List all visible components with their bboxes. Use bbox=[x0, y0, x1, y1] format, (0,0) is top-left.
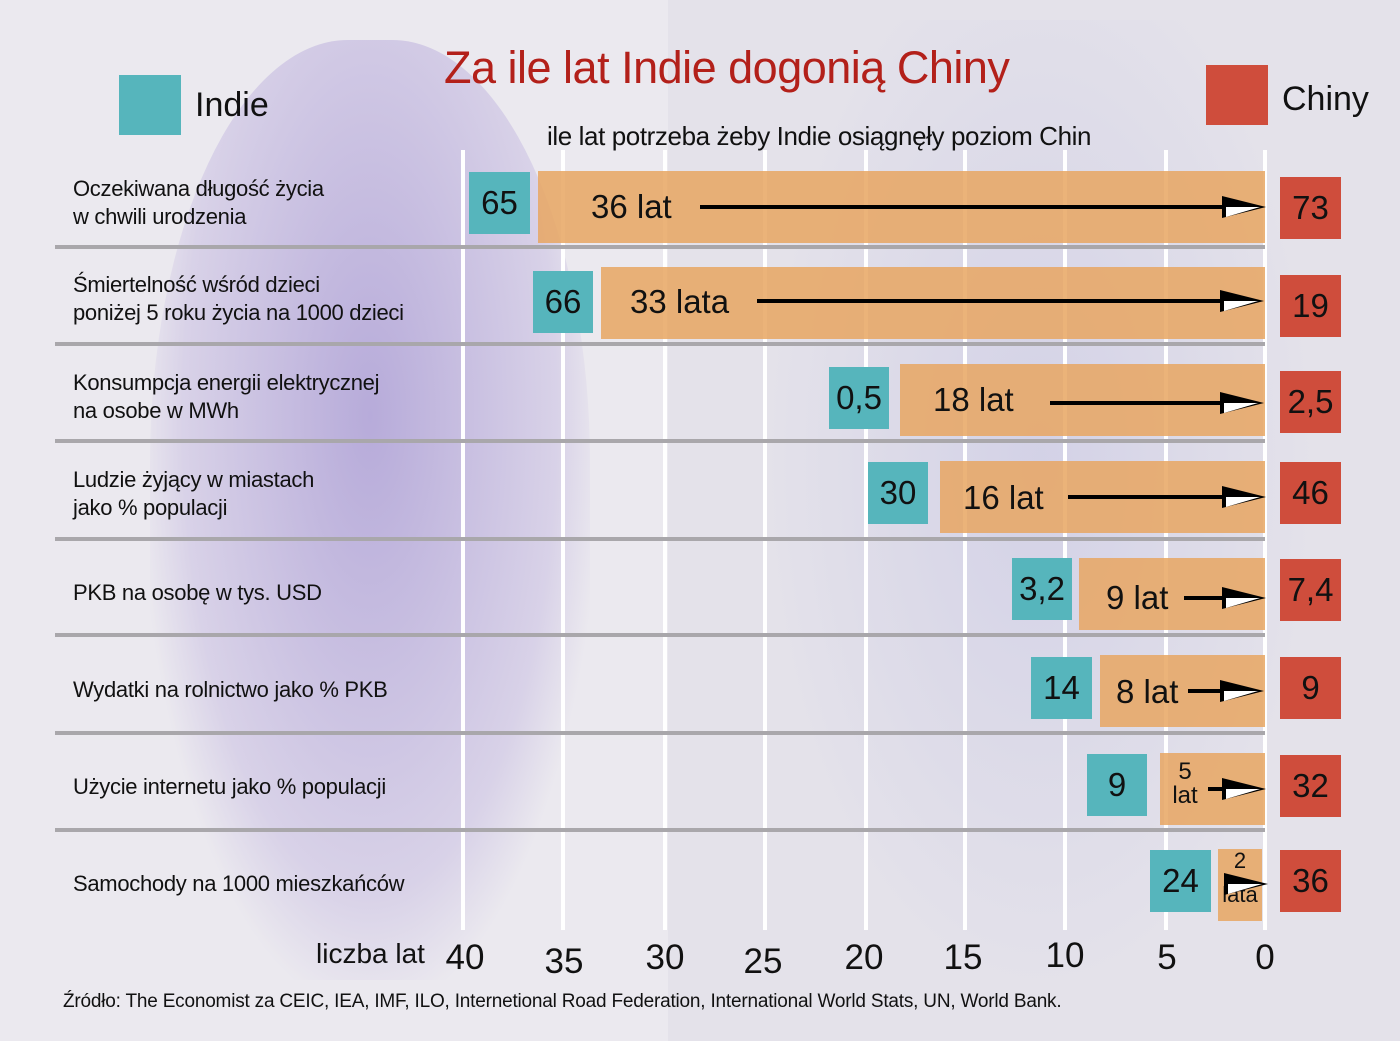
x-tick: 40 bbox=[445, 938, 485, 977]
row-label-line-1: Użycie internetu jako % populacji bbox=[73, 774, 386, 799]
arrow-head-icon bbox=[1220, 680, 1264, 702]
row-separator bbox=[55, 828, 1265, 832]
x-tick: 15 bbox=[943, 938, 983, 977]
row-label-line-1: PKB na osobę w tys. USD bbox=[73, 580, 322, 605]
india-value-box: 66 bbox=[533, 271, 593, 333]
row-separator bbox=[55, 633, 1265, 637]
gap-bar bbox=[601, 267, 1265, 339]
arrow-head-icon bbox=[1222, 778, 1266, 800]
row-label: PKB na osobę w tys. USD bbox=[73, 579, 322, 607]
row-label: Użycie internetu jako % populacji bbox=[73, 773, 386, 801]
china-value-box: 19 bbox=[1280, 275, 1341, 337]
row-separator bbox=[55, 439, 1265, 443]
row-label-line-1: Oczekiwana długość życia bbox=[73, 176, 324, 201]
china-value-box: 7,4 bbox=[1280, 559, 1341, 621]
row-separator bbox=[55, 731, 1265, 735]
arrow-head-icon bbox=[1224, 873, 1268, 895]
india-value-box: 3,2 bbox=[1012, 558, 1072, 620]
x-tick: 25 bbox=[743, 942, 783, 981]
india-value-box: 30 bbox=[868, 462, 928, 524]
india-value-box: 0,5 bbox=[829, 367, 889, 429]
india-value-box: 9 bbox=[1087, 754, 1147, 816]
gap-years-label: 16 lat bbox=[963, 479, 1044, 516]
arrow-shaft bbox=[700, 205, 1225, 209]
arrow-head-icon bbox=[1220, 290, 1264, 312]
x-tick: 35 bbox=[544, 942, 584, 981]
row-label: Wydatki na rolnictwo jako % PKB bbox=[73, 676, 388, 704]
arrow-shaft bbox=[1050, 401, 1222, 405]
china-value-box: 9 bbox=[1280, 657, 1341, 719]
china-value-box: 32 bbox=[1280, 755, 1341, 817]
row-label: Samochody na 1000 mieszkańców bbox=[73, 870, 405, 898]
india-value-box: 14 bbox=[1031, 657, 1092, 719]
gap-years-label: 36 lat bbox=[591, 188, 672, 225]
arrow-shaft bbox=[757, 299, 1223, 303]
legend-swatch-india bbox=[119, 75, 181, 135]
row-label-line-2: poniżej 5 roku życia na 1000 dzieci bbox=[73, 300, 404, 325]
row-label-line-2: w chwili urodzenia bbox=[73, 204, 247, 229]
gap-years-label: 8 lat bbox=[1116, 673, 1179, 710]
x-tick: 20 bbox=[844, 938, 884, 977]
arrow-head-icon bbox=[1222, 486, 1266, 508]
china-value-box: 73 bbox=[1280, 177, 1341, 239]
gap-bar bbox=[900, 364, 1265, 436]
china-value-box: 36 bbox=[1280, 850, 1341, 912]
arrow-head-icon bbox=[1222, 587, 1266, 609]
gap-years-label: 9 lat bbox=[1106, 579, 1169, 616]
legend-swatch-china bbox=[1206, 65, 1268, 125]
arrow-shaft bbox=[1184, 596, 1224, 600]
arrow-shaft bbox=[1208, 787, 1223, 791]
row-label-line-1: Śmiertelność wśród dzieci bbox=[73, 272, 320, 297]
x-tick: 0 bbox=[1255, 938, 1275, 977]
india-value-box: 65 bbox=[469, 172, 530, 234]
row-separator bbox=[55, 537, 1265, 541]
gap-years-label: 5 lat bbox=[1170, 760, 1200, 808]
x-tick: 5 bbox=[1157, 938, 1177, 977]
china-value-box: 46 bbox=[1280, 462, 1341, 524]
row-label: Konsumpcja energii elektrycznej na osobe… bbox=[73, 369, 380, 425]
x-axis-label: liczba lat bbox=[316, 938, 425, 969]
arrow-shaft bbox=[1068, 495, 1223, 499]
row-separator bbox=[55, 342, 1265, 346]
legend-label-china: Chiny bbox=[1282, 80, 1369, 118]
row-label-line-1: Konsumpcja energii elektrycznej bbox=[73, 370, 380, 395]
china-value-box: 2,5 bbox=[1280, 371, 1341, 433]
row-label-line-1: Ludzie żyjący w miastach bbox=[73, 467, 315, 492]
row-label: Śmiertelność wśród dzieci poniżej 5 roku… bbox=[73, 271, 404, 327]
legend-label-india: Indie bbox=[195, 86, 269, 124]
gap-years-label: 18 lat bbox=[933, 381, 1014, 418]
gridline-0 bbox=[1263, 150, 1267, 930]
india-value-box: 24 bbox=[1150, 850, 1211, 912]
arrow-head-icon bbox=[1220, 392, 1264, 414]
row-separator bbox=[55, 245, 1265, 249]
chart-subtitle: ile lat potrzeba żeby Indie osiągnęły po… bbox=[547, 121, 1092, 151]
x-tick: 10 bbox=[1045, 936, 1085, 975]
chart-title: Za ile lat Indie dogonią Chiny bbox=[444, 42, 1010, 93]
row-label-line-1: Wydatki na rolnictwo jako % PKB bbox=[73, 677, 388, 702]
arrow-shaft bbox=[1188, 689, 1223, 693]
source-note: Źródło: The Economist za CEIC, IEA, IMF,… bbox=[63, 991, 1062, 1012]
row-label-line-2: na osobe w MWh bbox=[73, 398, 239, 423]
row-label: Oczekiwana długość życia w chwili urodze… bbox=[73, 175, 324, 231]
row-label-line-2: jako % populacji bbox=[73, 495, 228, 520]
gap-years-label: 33 lata bbox=[630, 283, 730, 320]
row-label: Ludzie żyjący w miastach jako % populacj… bbox=[73, 466, 314, 522]
gap-years-number: 5 bbox=[1178, 758, 1192, 785]
gap-years-unit: lat bbox=[1172, 782, 1198, 809]
gap-years-number: 2 bbox=[1233, 848, 1247, 873]
x-tick: 30 bbox=[645, 938, 685, 977]
row-label-line-1: Samochody na 1000 mieszkańców bbox=[73, 871, 405, 896]
arrow-head-icon bbox=[1222, 196, 1266, 218]
